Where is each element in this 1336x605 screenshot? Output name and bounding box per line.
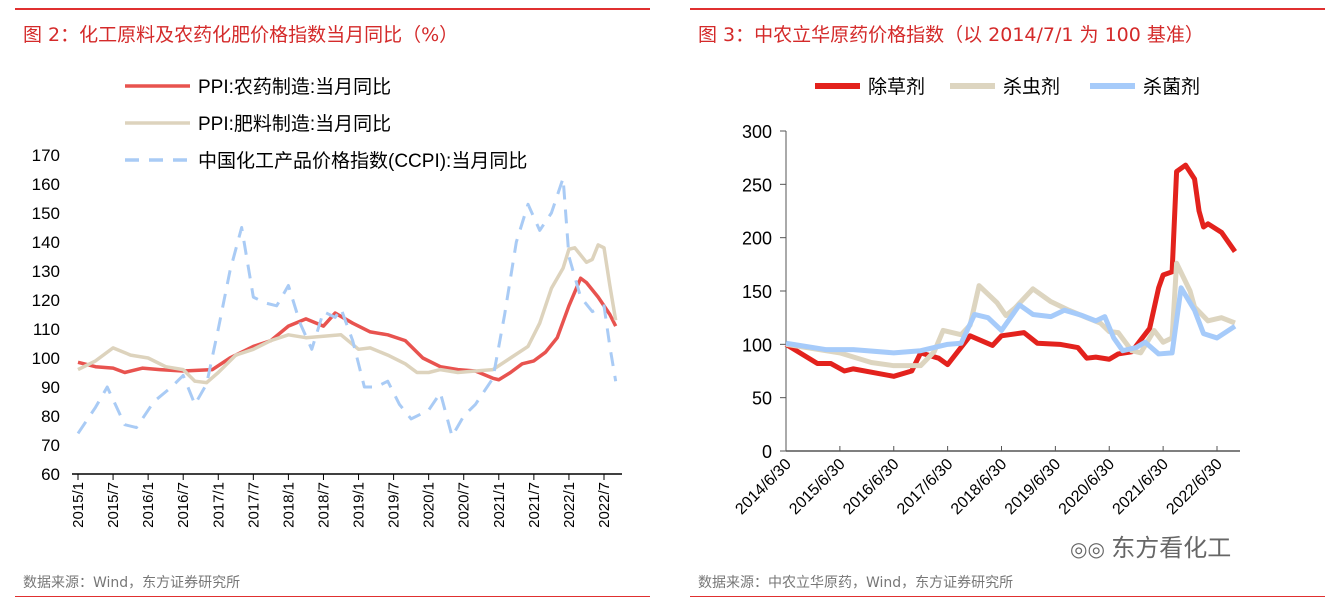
x-tick-label: 2014/6/30 — [732, 456, 794, 518]
wechat-icon: ◎◎ — [1070, 537, 1112, 561]
legend-label: PPI:肥料制造:当月同比 — [198, 113, 391, 135]
x-tick-label: 2018/1 — [280, 482, 297, 528]
x-tick-label: 2021/7 — [526, 482, 543, 528]
x-tick-label: 2020/7 — [456, 482, 473, 528]
watermark: ◎◎ 东方看化工 — [1070, 528, 1231, 563]
series-line — [785, 285, 1237, 357]
y-tick-label: 120 — [32, 291, 60, 310]
x-tick-label: 2015/1 — [70, 482, 87, 528]
y-tick-label: 80 — [41, 407, 60, 426]
x-tick-label: 2022/6/30 — [1163, 456, 1225, 518]
x-tick-label: 2022/7 — [596, 482, 613, 528]
legend-label: 杀虫剂 — [1003, 76, 1060, 98]
y-tick-label: 100 — [32, 349, 60, 368]
x-tick-label: 2020/6/30 — [1056, 456, 1118, 518]
y-tick-label: 150 — [742, 282, 772, 302]
legend-label: 杀菌剂 — [1143, 76, 1200, 98]
x-tick-label: 2022/1 — [561, 482, 578, 528]
x-tick-label: 2021/1 — [491, 482, 508, 528]
x-tick-label: 2016/7 — [175, 482, 192, 528]
series-line — [77, 243, 618, 385]
y-tick-label: 110 — [33, 320, 60, 339]
bottom-divider — [690, 596, 1325, 597]
y-tick-label: 300 — [742, 122, 772, 142]
legend-label: PPI:农药制造:当月同比 — [198, 76, 391, 98]
y-tick-label: 60 — [41, 465, 60, 484]
x-tick-label: 2021/6/30 — [1110, 456, 1172, 518]
legend-label: 除草剂 — [868, 76, 925, 98]
left-panel: 图 2：化工原料及农药化肥价格指数当月同比（%） 数据来源：Wind，东方证券研… — [15, 0, 650, 605]
series-line — [77, 276, 618, 382]
x-tick-label: 2015/6/30 — [786, 456, 848, 518]
y-tick-label: 130 — [32, 262, 60, 281]
chart-title: 图 3：中农立华原药价格指数（以 2014/7/1 为 100 基准） — [698, 24, 1204, 46]
x-tick-label: 2019/1 — [351, 482, 368, 528]
x-tick-label: 2018/6/30 — [948, 456, 1010, 518]
x-tick-label: 2017/1 — [210, 482, 227, 528]
y-tick-label: 170 — [32, 146, 60, 165]
x-tick-label: 2017/6/30 — [894, 456, 956, 518]
y-tick-label: 90 — [41, 378, 60, 397]
x-tick-label: 2016/6/30 — [840, 456, 902, 518]
y-tick-label: 0 — [762, 442, 772, 462]
y-tick-label: 140 — [32, 233, 60, 252]
y-tick-label: 250 — [742, 175, 772, 195]
legend-label: 中国化工产品价格指数(CCPI):当月同比 — [198, 150, 527, 172]
y-tick-label: 100 — [742, 335, 772, 355]
series-line — [76, 176, 618, 438]
x-tick-label: 2020/1 — [421, 482, 438, 528]
source-note: 数据来源：中农立华原药，Wind，东方证券研究所 — [698, 575, 1014, 591]
top-divider — [690, 8, 1325, 10]
x-tick-label: 2015/7 — [105, 482, 122, 528]
chart-title: 图 2：化工原料及农药化肥价格指数当月同比（%） — [23, 24, 459, 46]
x-tick-label: 2017/7 — [245, 482, 262, 528]
bottom-divider — [15, 596, 650, 597]
y-tick-label: 200 — [742, 229, 772, 249]
source-note: 数据来源：Wind，东方证券研究所 — [23, 575, 241, 591]
y-tick-label: 150 — [32, 204, 60, 223]
x-tick-label: 2018/7 — [315, 482, 332, 528]
series-line — [784, 162, 1238, 379]
right-panel: 图 3：中农立华原药价格指数（以 2014/7/1 为 100 基准） 数据来源… — [690, 0, 1325, 605]
y-tick-label: 50 — [752, 389, 772, 409]
y-tick-label: 70 — [41, 436, 60, 455]
x-tick-label: 2019/6/30 — [1002, 456, 1064, 518]
watermark-text: 东方看化工 — [1111, 534, 1232, 562]
x-tick-label: 2016/1 — [140, 482, 157, 528]
y-tick-label: 160 — [32, 175, 60, 194]
x-tick-label: 2019/7 — [386, 482, 403, 528]
top-divider — [15, 8, 650, 10]
